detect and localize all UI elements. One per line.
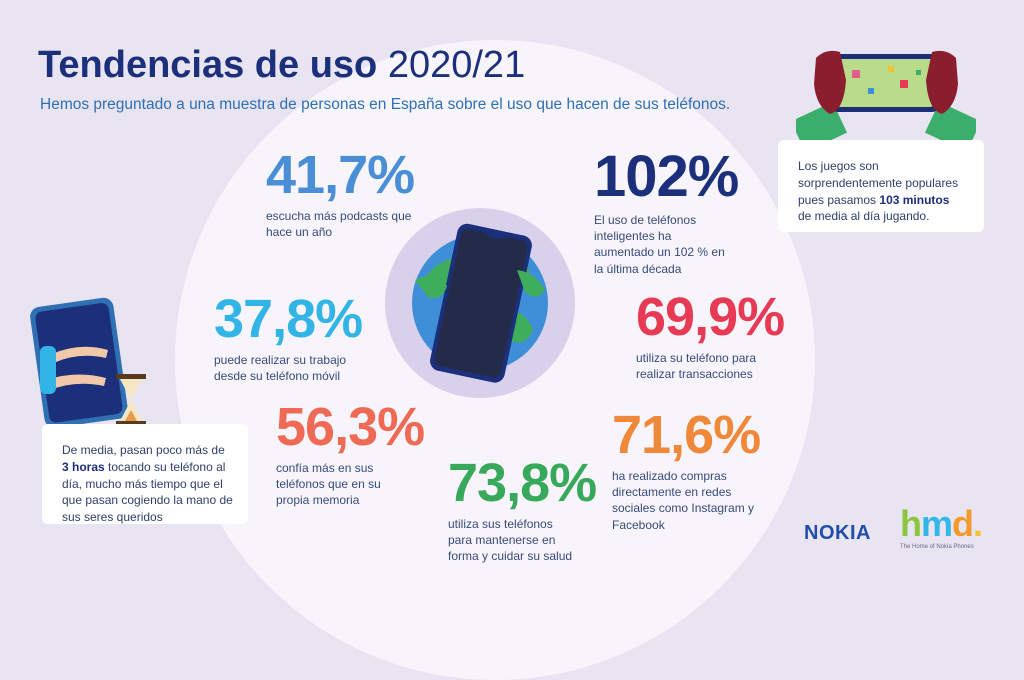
stat-smartphone-use: 102% El uso de teléfonos inteligentes ha… <box>594 144 739 277</box>
stat-description: utiliza su teléfono para realizar transa… <box>636 351 757 382</box>
stat-value: 69,9% <box>636 287 785 347</box>
stat-description: confía más en sus teléfonos que en su pr… <box>276 461 381 508</box>
games-info-card: Los juegos son sorprendentemente popular… <box>778 140 984 232</box>
stat-fitness: 73,8% utiliza sus teléfonos para mantene… <box>448 453 597 565</box>
stat-value: 102% <box>594 144 739 209</box>
globe-phone-icon <box>385 208 575 398</box>
stat-value: 41,7% <box>266 145 415 205</box>
hours-text-end: tocando su teléfono al día, mucho más ti… <box>62 459 233 525</box>
stat-description: ha realizado compras directamente en red… <box>612 469 755 532</box>
hours-info-card: De media, pasan poco más de 3 horas toca… <box>42 424 248 524</box>
title-year: 2020/21 <box>387 44 526 86</box>
hmd-tagline: The Home of Nokia Phones <box>900 544 974 550</box>
games-text-end: de media al día jugando. <box>798 209 930 224</box>
page-title: Tendencias de uso 2020/21 <box>38 46 525 84</box>
stat-description: escucha más podcasts que hace un año <box>266 209 412 240</box>
stat-work: 37,8% puede realizar su trabajo desde su… <box>214 292 374 384</box>
stat-memory: 56,3% confía más en sus teléfonos que en… <box>276 397 425 509</box>
hmd-dot: . <box>973 503 983 544</box>
hmd-letter-d: d <box>952 503 974 544</box>
stat-value: 71,6% <box>612 405 761 465</box>
title-main: Tendencias de uso <box>38 44 378 86</box>
hmd-logo: hmd. The Home of Nokia Phones <box>900 503 983 551</box>
hmd-wordmark: hmd. <box>900 503 983 544</box>
stat-value: 37,8% <box>214 289 363 349</box>
stat-description: utiliza sus teléfonos para mantenerse en… <box>448 517 573 564</box>
stat-podcasts: 41,7% escucha más podcasts que hace un a… <box>266 148 416 240</box>
games-text: Los juegos son sorprendentemente popular… <box>798 159 959 207</box>
nokia-logo: NOKIA <box>804 522 871 544</box>
hugging-phone-hourglass-icon <box>22 296 172 441</box>
hmd-letter-h: h <box>900 503 922 544</box>
stat-description: puede realizar su trabajo desde su teléf… <box>214 353 347 384</box>
stat-transactions: 69,9% utiliza su teléfono para realizar … <box>636 290 786 382</box>
page-subtitle: Hemos preguntado a una muestra de person… <box>40 96 731 113</box>
hmd-letter-m: m <box>921 503 953 544</box>
hours-text: De media, pasan poco más de <box>62 443 225 457</box>
hands-gaming-phone-icon <box>790 40 982 153</box>
stat-value: 56,3% <box>276 397 425 457</box>
hours-value: 3 horas <box>62 459 105 474</box>
stat-description: El uso de teléfonos inteligentes ha aume… <box>594 213 725 276</box>
stat-social-shopping: 71,6% ha realizado compras directamente … <box>612 408 762 533</box>
games-minutes: 103 minutos <box>879 192 950 207</box>
stat-value: 73,8% <box>448 453 597 513</box>
